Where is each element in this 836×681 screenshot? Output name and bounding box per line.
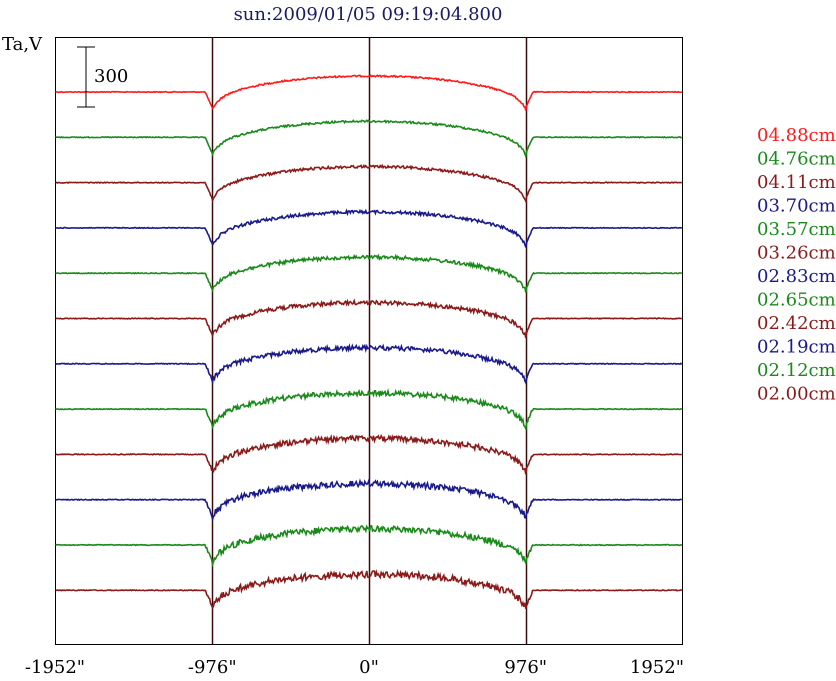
x-tick-label: -1952" <box>25 657 85 678</box>
legend-entry: 02.19cm <box>757 337 836 358</box>
series-line-04.76cm <box>55 119 682 160</box>
series-line-02.19cm <box>55 477 683 523</box>
legend-entry: 04.88cm <box>757 125 836 146</box>
series-line-02.65cm <box>55 388 682 432</box>
legend-entry: 03.70cm <box>757 196 836 217</box>
legend-entry: 03.26cm <box>757 243 836 264</box>
series-line-04.88cm <box>55 74 682 111</box>
scale-bar: 300 <box>77 46 128 108</box>
chart-title: sun:2009/01/05 09:19:04.800 <box>234 4 503 25</box>
x-tick-label: 976" <box>504 657 547 678</box>
legend-entry: 02.83cm <box>757 266 836 287</box>
legend-entry: 02.65cm <box>757 290 836 311</box>
legend-entry: 03.57cm <box>757 219 836 240</box>
scale-bar-label: 300 <box>94 66 128 87</box>
legend-entry: 02.00cm <box>757 384 836 405</box>
series-line-02.12cm <box>55 524 682 568</box>
series-lines <box>55 74 683 610</box>
limb-lines <box>211 37 528 645</box>
series-line-03.70cm <box>55 208 682 248</box>
series-line-02.83cm <box>55 343 683 386</box>
x-tick-label: -976" <box>188 657 237 678</box>
series-line-02.42cm <box>55 433 683 475</box>
series-line-03.57cm <box>55 253 683 293</box>
legend-entry: 02.42cm <box>757 313 836 334</box>
x-tick-labels: -1952" -976" 0" 976" 1952" <box>25 657 684 678</box>
series-line-03.26cm <box>55 298 683 339</box>
x-tick-label: 0" <box>359 657 379 678</box>
legend-entry: 04.76cm <box>757 149 836 170</box>
x-tick-label: 1952" <box>630 657 684 678</box>
series-line-02.00cm <box>55 568 683 610</box>
y-axis-label: Ta,V <box>2 34 43 55</box>
legend-entry: 04.11cm <box>757 172 836 193</box>
legend-entry: 02.12cm <box>757 360 836 381</box>
series-line-04.11cm <box>55 163 683 204</box>
